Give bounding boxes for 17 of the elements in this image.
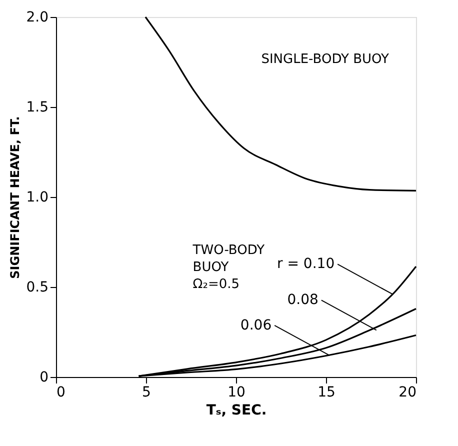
annotation: r = 0.10 (277, 256, 335, 272)
x-tick-label: 0 (56, 384, 66, 400)
annotation: 0.06 (240, 317, 272, 334)
y-tick-label: 2.0 (26, 10, 48, 26)
x-tick-label: 15 (318, 384, 336, 400)
x-tick-label: 10 (228, 384, 246, 400)
y-tick-label: 1.0 (26, 190, 48, 206)
y-axis-title: SIGNIFICANT HEAVE, FT. (8, 116, 22, 279)
y-tick-label: 1.5 (26, 100, 48, 116)
y-tick-label: 0.5 (26, 280, 48, 296)
y-tick-label: 0 (40, 370, 48, 386)
annotation: 0.08 (287, 292, 318, 308)
annotation: TWO-BODY BUOY Ω₂=0.5 (192, 242, 265, 292)
x-tick-label: 20 (398, 384, 416, 400)
annotation: SINGLE-BODY BUOY (261, 52, 390, 67)
x-tick-label: 5 (142, 384, 151, 400)
x-axis-title: Tₛ, SEC. (206, 402, 267, 418)
